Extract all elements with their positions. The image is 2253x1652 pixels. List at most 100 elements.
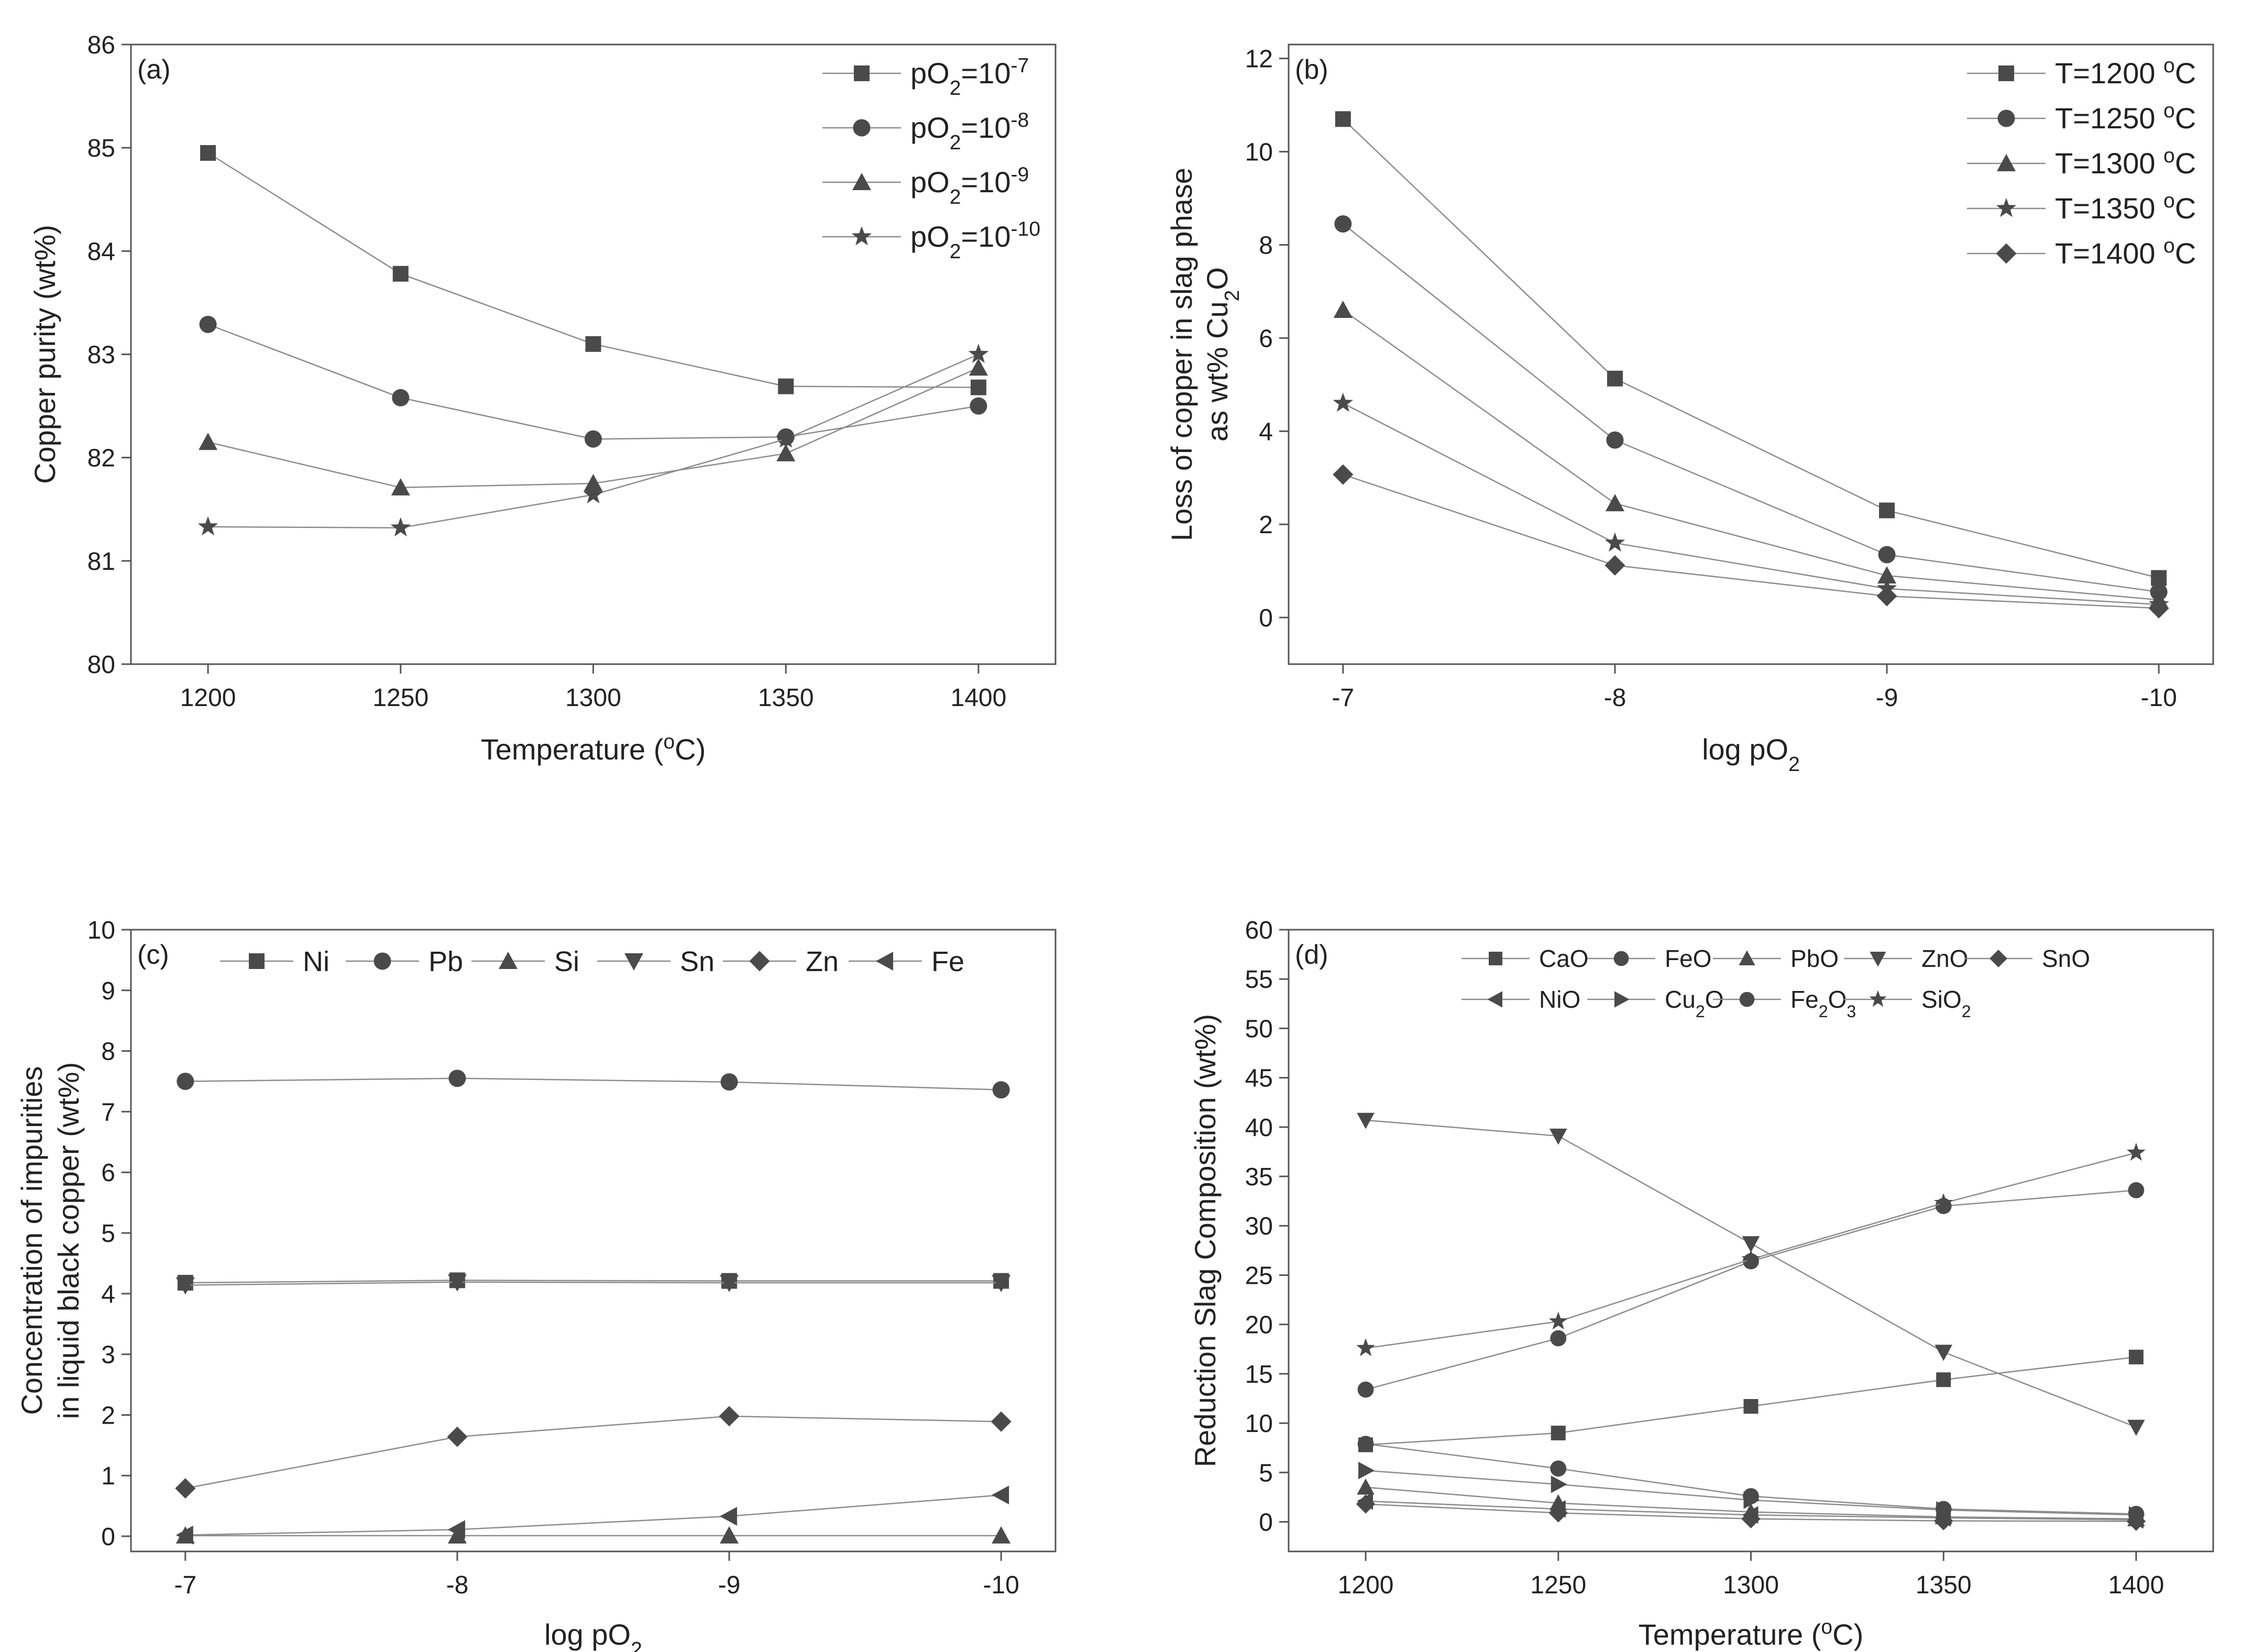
y-axis-label: Reduction Slag Composition (wt%) <box>1189 1014 1222 1467</box>
y-tick-label: 81 <box>87 548 115 576</box>
data-point <box>1551 1425 1566 1440</box>
data-point <box>1333 392 1354 412</box>
legend-marker <box>1489 952 1502 965</box>
data-point <box>1333 301 1353 318</box>
legend-item: Fe <box>849 946 964 977</box>
legend-marker <box>1739 950 1755 965</box>
data-point <box>2128 1182 2145 1198</box>
series-a-po2-10-8 <box>199 315 987 448</box>
x-tick-label: -10 <box>983 1571 1019 1599</box>
legend-marker <box>1996 197 2017 217</box>
legend-item: SiO2 <box>1844 986 1971 1021</box>
legend-item: Ni <box>220 946 329 977</box>
series-b-t-1350-c <box>1333 392 2169 613</box>
data-point <box>719 1406 740 1427</box>
data-point <box>392 389 410 406</box>
series-line <box>185 1281 1002 1286</box>
legend-marker <box>624 953 643 971</box>
x-axis-label: Temperature (oC) <box>1639 1616 1863 1651</box>
y-tick-label: 86 <box>87 31 115 59</box>
series-b-t-1250-c <box>1334 215 2168 601</box>
data-point <box>391 478 410 495</box>
x-tick-label: -8 <box>446 1571 469 1599</box>
legend-label: T=1200 oC <box>2055 54 2196 90</box>
legend-label: Sn <box>680 946 715 977</box>
series-c-pb <box>177 1070 1010 1099</box>
y-tick-label: 2 <box>1259 511 1273 539</box>
data-point <box>1741 1249 1761 1268</box>
series-line <box>1365 1119 2137 1428</box>
data-point <box>1604 532 1625 552</box>
series-c-zn <box>175 1406 1012 1499</box>
data-point <box>175 1525 193 1545</box>
x-tick-label: 1250 <box>1530 1571 1586 1599</box>
y-tick-label: 15 <box>1245 1361 1273 1389</box>
legend-item: pO2=10-7 <box>822 54 1029 100</box>
y-tick-label: 0 <box>1259 604 1273 632</box>
legend-marker <box>749 951 770 972</box>
y-tick-label: 82 <box>87 445 115 472</box>
y-tick-label: 5 <box>1259 1459 1273 1487</box>
series-line <box>1343 223 2159 593</box>
legend-item: NiO <box>1461 986 1580 1013</box>
series-c-si <box>175 1526 1011 1544</box>
data-point <box>2126 1142 2146 1161</box>
legend-item: T=1200 oC <box>1967 54 2196 90</box>
legend-marker <box>1613 951 1629 966</box>
data-point <box>992 1081 1010 1099</box>
legend-marker <box>876 952 893 971</box>
legend-marker <box>853 119 871 137</box>
data-point <box>992 1485 1009 1505</box>
y-tick-label: 35 <box>1245 1163 1273 1191</box>
x-axis-label: Temperature (oC) <box>481 731 706 766</box>
legend-label: Ni <box>303 946 329 977</box>
data-point <box>1743 1491 1760 1509</box>
legend-marker <box>1998 65 2014 81</box>
legend: Ni Pb Si Sn Zn Fe <box>220 946 964 977</box>
x-tick-label: 1400 <box>951 684 1007 712</box>
data-point <box>583 484 603 503</box>
x-tick-label: -9 <box>1876 684 1898 712</box>
legend-marker <box>499 952 518 969</box>
legend-label: FeO <box>1665 945 1711 972</box>
panel-label: (c) <box>137 940 169 970</box>
data-point <box>1743 1399 1759 1414</box>
panel-label: (a) <box>137 54 171 85</box>
y-tick-label: 10 <box>1245 139 1273 167</box>
series-line <box>207 367 979 489</box>
data-point <box>1357 1436 1374 1452</box>
series-b-t-1200-c <box>1335 111 2167 586</box>
y-tick-label: 10 <box>1245 1410 1273 1438</box>
data-point <box>1333 464 1354 485</box>
legend-label: CaO <box>1539 945 1589 972</box>
data-point <box>200 145 216 161</box>
data-point <box>991 1411 1012 1432</box>
y-tick-label: 12 <box>1245 46 1273 73</box>
legend-item: pO2=10-8 <box>822 109 1029 154</box>
data-point <box>584 473 603 491</box>
y-tick-label: 4 <box>101 1281 115 1308</box>
data-point <box>1357 1478 1375 1495</box>
legend-marker <box>1614 991 1630 1008</box>
y-tick-label: 50 <box>1245 1015 1273 1043</box>
series-line <box>1365 1190 2137 1391</box>
data-point <box>1936 1372 1951 1387</box>
legend-marker <box>851 226 872 246</box>
y-tick-label: 84 <box>87 238 115 266</box>
series-a-po2-10-9 <box>199 358 988 495</box>
y-tick-label: 8 <box>1259 232 1273 259</box>
legend-label: T=1350 oC <box>2055 190 2196 225</box>
legend-item: Si <box>471 946 579 977</box>
data-point <box>448 1070 466 1087</box>
data-point <box>720 1073 738 1091</box>
y-tick-label: 7 <box>101 1098 115 1126</box>
legend-label: ZnO <box>1921 945 1968 972</box>
data-point <box>2127 1419 2145 1436</box>
data-point <box>1877 566 1897 583</box>
legend-item: CaO <box>1461 945 1589 972</box>
x-tick-label: 1250 <box>372 684 428 712</box>
data-point <box>1357 1381 1374 1398</box>
x-tick-label: 1350 <box>1916 1571 1972 1599</box>
series-c-sn <box>175 1274 1011 1295</box>
